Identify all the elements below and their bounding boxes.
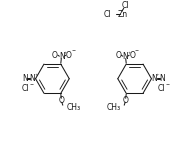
Text: O: O <box>52 51 58 60</box>
Text: N: N <box>159 74 165 83</box>
Text: O: O <box>122 96 128 105</box>
Text: CH₃: CH₃ <box>106 103 120 112</box>
Text: N: N <box>59 52 65 61</box>
Text: Cl: Cl <box>158 84 165 93</box>
Text: +: + <box>127 51 131 55</box>
Text: +: + <box>34 73 38 77</box>
Text: O: O <box>115 51 121 60</box>
Text: O: O <box>66 51 72 60</box>
Text: +: + <box>64 51 68 55</box>
Text: −: − <box>30 82 34 87</box>
Text: N: N <box>152 74 157 83</box>
Text: Cl: Cl <box>22 84 29 93</box>
Text: N: N <box>22 74 27 83</box>
Text: N: N <box>30 74 36 83</box>
Text: −: − <box>135 49 139 54</box>
Text: N: N <box>122 52 128 61</box>
Text: Cl: Cl <box>103 10 111 19</box>
Text: +: + <box>155 73 159 77</box>
Text: Cl: Cl <box>122 1 130 10</box>
Text: O: O <box>59 96 65 105</box>
Text: CH₃: CH₃ <box>67 103 81 112</box>
Text: −: − <box>165 82 169 87</box>
Text: −: − <box>71 49 75 54</box>
Text: O: O <box>129 51 135 60</box>
Text: Zn: Zn <box>118 10 128 19</box>
